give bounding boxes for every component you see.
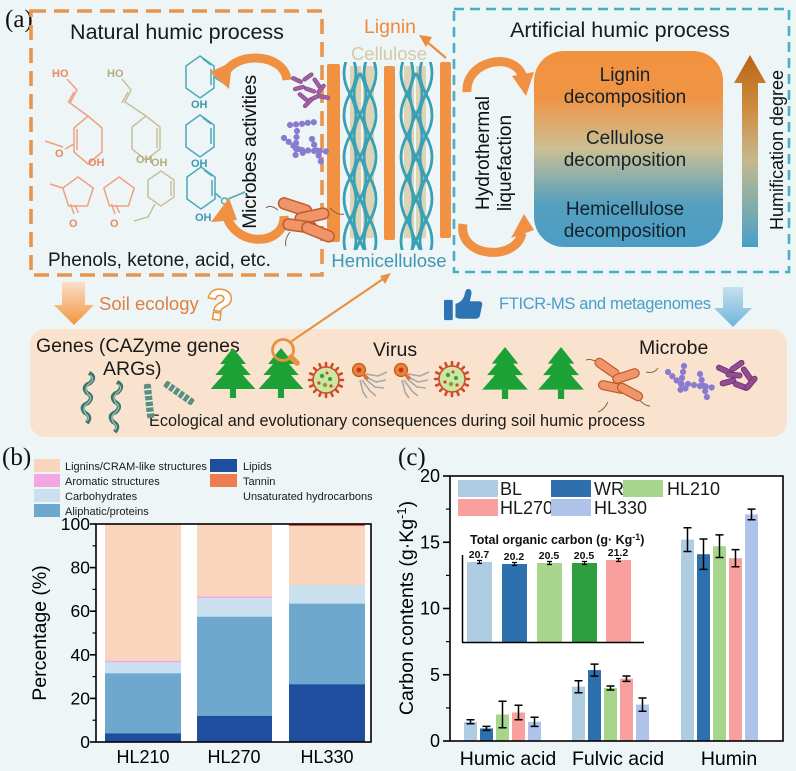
- svg-text:20.7: 20.7: [469, 549, 490, 561]
- svg-text:Lipids: Lipids: [243, 461, 272, 473]
- svg-text:Hemicellulose: Hemicellulose: [566, 199, 684, 220]
- svg-text:HO: HO: [107, 68, 124, 80]
- svg-text:O: O: [110, 218, 119, 230]
- svg-text:Carbohydrates: Carbohydrates: [65, 491, 138, 503]
- svg-text:OH: OH: [191, 158, 208, 170]
- svg-text:OH: OH: [136, 154, 153, 166]
- svg-text:OH: OH: [151, 157, 168, 169]
- svg-text:Lignins/CRAM-like structures: Lignins/CRAM-like structures: [65, 461, 207, 473]
- svg-text:Carbon contents (g·Kg-1): Carbon contents (g·Kg-1): [396, 501, 418, 715]
- svg-text:liquefaction: liquefaction: [495, 115, 516, 211]
- svg-text:(a): (a): [5, 6, 33, 33]
- svg-text:Hydrothermal: Hydrothermal: [473, 96, 494, 210]
- svg-text:Microbes activities: Microbes activities: [239, 75, 261, 229]
- svg-text:Unsaturated hydrocarbons: Unsaturated hydrocarbons: [243, 491, 373, 503]
- svg-text:ARGs): ARGs): [103, 358, 162, 380]
- svg-text:OH: OH: [88, 157, 105, 169]
- svg-text:(b): (b): [2, 444, 31, 471]
- svg-text:Phenols, ketone, acid, etc.: Phenols, ketone, acid, etc.: [48, 250, 271, 271]
- svg-text:20.2: 20.2: [504, 551, 525, 563]
- svg-text:Microbe: Microbe: [639, 337, 708, 359]
- svg-text:decomposition: decomposition: [564, 87, 687, 108]
- svg-text:Artificial humic process: Artificial humic process: [510, 18, 730, 42]
- svg-text:Humification degree: Humification degree: [767, 70, 787, 230]
- svg-text:Percentage (%): Percentage (%): [29, 565, 51, 700]
- svg-text:HL270: HL270: [500, 498, 553, 518]
- svg-text:10: 10: [420, 599, 440, 619]
- svg-text:WR: WR: [594, 479, 624, 499]
- svg-text:Total organic carbon (g· Kg-1): Total organic carbon (g· Kg-1): [470, 532, 644, 547]
- svg-text:60: 60: [71, 601, 91, 621]
- svg-text:HL210: HL210: [116, 747, 169, 767]
- svg-text:decomposition: decomposition: [564, 221, 687, 242]
- svg-text:O: O: [55, 148, 64, 160]
- svg-text:20: 20: [71, 688, 91, 708]
- svg-text:5: 5: [430, 665, 440, 685]
- svg-text:100: 100: [61, 514, 90, 534]
- svg-text:15: 15: [420, 532, 440, 552]
- svg-text:HO: HO: [52, 68, 69, 80]
- svg-text:HL330: HL330: [594, 498, 647, 518]
- svg-text:0: 0: [80, 732, 90, 752]
- svg-text:?: ?: [203, 280, 235, 330]
- svg-text:40: 40: [71, 645, 91, 665]
- svg-text:FTICR-MS and metagenomes: FTICR-MS and metagenomes: [499, 295, 711, 313]
- svg-text:Lignin: Lignin: [364, 16, 416, 38]
- svg-text:Aromatic structures: Aromatic structures: [65, 476, 160, 488]
- svg-text:Cellulose: Cellulose: [586, 128, 664, 149]
- svg-text:HL210: HL210: [667, 479, 720, 499]
- svg-text:Humic acid: Humic acid: [460, 748, 556, 770]
- svg-text:0: 0: [430, 731, 440, 751]
- svg-text:80: 80: [71, 558, 91, 578]
- svg-text:Hemicellulose: Hemicellulose: [331, 250, 446, 271]
- svg-text:Natural humic process: Natural humic process: [70, 20, 284, 44]
- svg-text:Fulvic acid: Fulvic acid: [572, 748, 664, 770]
- svg-text:BL: BL: [500, 479, 522, 499]
- svg-text:Virus: Virus: [373, 339, 417, 361]
- svg-text:Cellulose: Cellulose: [351, 43, 427, 64]
- svg-text:20: 20: [420, 466, 440, 486]
- svg-text:HL270: HL270: [207, 747, 260, 767]
- svg-text:OH: OH: [191, 99, 208, 111]
- svg-text:Soil ecology: Soil ecology: [99, 293, 200, 314]
- svg-text:20.5: 20.5: [574, 550, 595, 562]
- svg-text:O: O: [69, 218, 78, 230]
- svg-text:Genes (CAZyme genes: Genes (CAZyme genes: [36, 335, 240, 357]
- svg-text:(c): (c): [398, 444, 426, 471]
- svg-text:21.2: 21.2: [608, 547, 629, 559]
- svg-text:Lignin: Lignin: [600, 65, 651, 86]
- svg-text:Humin: Humin: [701, 748, 757, 770]
- svg-text:Aliphatic/proteins: Aliphatic/proteins: [65, 506, 149, 518]
- svg-text:OH: OH: [195, 212, 212, 224]
- svg-text:Ecological and evolutionary co: Ecological and evolutionary consequences…: [149, 412, 645, 430]
- svg-text:decomposition: decomposition: [564, 150, 687, 171]
- svg-text:Tannin: Tannin: [243, 476, 275, 488]
- svg-text:20.5: 20.5: [539, 550, 560, 562]
- svg-text:HL330: HL330: [300, 747, 353, 767]
